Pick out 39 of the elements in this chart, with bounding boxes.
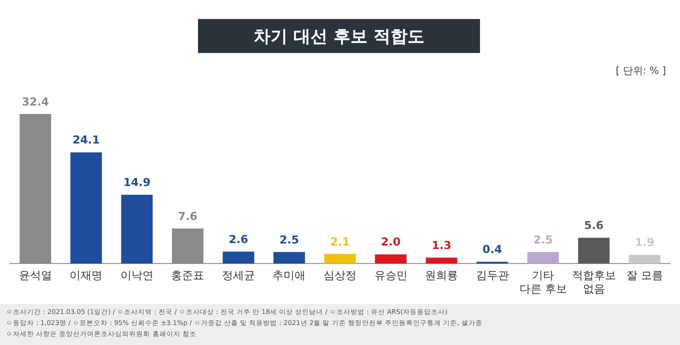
x-tick-label: 이재명	[70, 269, 103, 282]
data-label: 32.4	[22, 95, 50, 108]
bar	[324, 254, 356, 264]
data-label: 14.9	[123, 176, 150, 190]
x-tick-label: 심상정	[324, 269, 356, 282]
bar	[172, 228, 204, 264]
bar	[527, 252, 559, 264]
bar	[273, 252, 305, 264]
x-tick-label: 유승민	[374, 269, 408, 282]
data-label: 7.6	[178, 210, 198, 223]
bar	[222, 252, 254, 264]
x-tick-label: 적합후보 없음	[572, 269, 616, 296]
data-label: 24.1	[72, 134, 100, 147]
bar	[20, 114, 52, 264]
data-label: 2.1	[330, 235, 350, 248]
x-tick-label: 원희룡	[425, 269, 458, 282]
bar	[121, 194, 153, 264]
data-label: 5.6	[584, 219, 604, 232]
x-tick-label: 김두관	[476, 269, 509, 282]
bar	[426, 258, 458, 264]
bar	[628, 254, 660, 264]
x-tick-label: 홍준표	[171, 269, 204, 282]
x-tick-label: 잘 모름	[626, 269, 663, 282]
data-label: 0.4	[482, 243, 502, 256]
text: [ 단위: % ]	[616, 65, 666, 78]
x-tick-label: 기타 다른 후보	[519, 269, 567, 296]
bar	[70, 152, 102, 264]
data-label: 1.3	[432, 238, 452, 252]
data-label: 2.6	[228, 232, 249, 246]
bar	[578, 238, 610, 264]
x-tick-label: 이낙연	[120, 269, 154, 282]
x-tick-label: 윤석열	[18, 269, 52, 282]
bar	[375, 254, 407, 264]
data-label: 2.5	[533, 233, 553, 246]
x-tick-label: 정세균	[222, 269, 255, 282]
chart-title: 차기 대선 후보 적합도	[198, 19, 480, 53]
x-tick-label: 추미애	[272, 269, 306, 282]
data-label: 2.0	[381, 236, 401, 249]
data-label: 2.5	[279, 233, 299, 246]
